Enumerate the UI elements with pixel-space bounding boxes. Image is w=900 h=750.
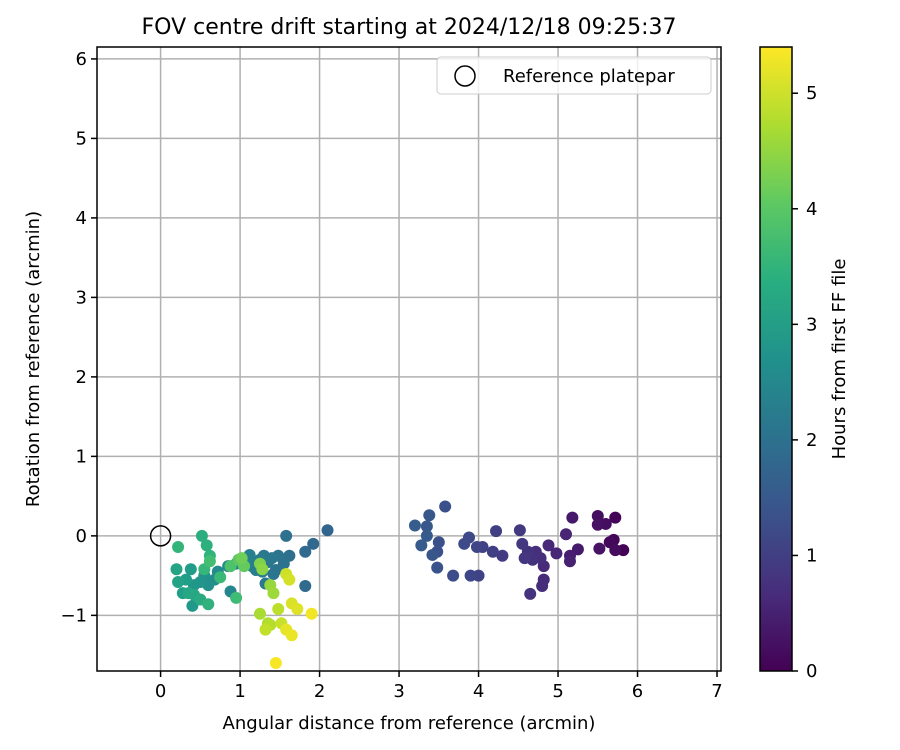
legend-label: Reference platepar <box>503 66 675 87</box>
data-point <box>170 563 183 576</box>
data-point <box>458 537 471 550</box>
data-point <box>486 545 499 558</box>
data-point <box>518 552 531 565</box>
y-tick-label: 0 <box>76 526 87 547</box>
data-point <box>285 629 298 642</box>
data-point <box>267 587 280 600</box>
x-tick-label: 4 <box>473 681 484 702</box>
y-tick-label: 3 <box>76 287 87 308</box>
x-tick-label: 7 <box>711 681 722 702</box>
data-point <box>307 537 320 550</box>
y-tick-label: −1 <box>60 605 87 626</box>
data-point <box>431 561 444 574</box>
data-point <box>305 607 318 620</box>
colorbar-tick-label: 3 <box>806 314 817 335</box>
data-point <box>420 520 433 533</box>
data-point <box>563 555 576 568</box>
data-point <box>524 587 537 600</box>
data-point <box>609 544 622 557</box>
data-point <box>235 552 248 565</box>
colorbar-label: Hours from first FF file <box>829 259 850 460</box>
data-point <box>423 509 436 522</box>
data-point <box>408 519 421 532</box>
chart-title: FOV centre drift starting at 2024/12/18 … <box>142 15 677 40</box>
data-point <box>591 518 604 531</box>
reference-marker-group <box>149 525 172 547</box>
y-axis-label: Rotation from reference (arcmin) <box>23 211 44 507</box>
data-point <box>591 509 604 522</box>
y-axis-ticks: −1 0 1 2 3 4 5 6 <box>60 49 97 626</box>
x-tick-label: 2 <box>314 681 325 702</box>
legend-reference-marker <box>454 65 476 87</box>
data-point <box>280 529 293 542</box>
data-point <box>566 511 579 524</box>
data-point <box>426 548 439 561</box>
data-point <box>464 569 477 582</box>
data-point <box>253 607 266 620</box>
data-point <box>496 549 509 562</box>
colorbar-tick-label: 1 <box>806 545 817 566</box>
data-point <box>490 525 503 538</box>
data-point <box>559 528 572 541</box>
data-point <box>172 540 185 553</box>
data-point <box>321 524 334 537</box>
data-point <box>513 524 526 537</box>
data-point <box>439 500 452 513</box>
x-axis-label: Angular distance from reference (arcmin) <box>223 713 596 734</box>
data-point <box>200 539 213 552</box>
colorbar-tick-label: 0 <box>806 661 817 682</box>
colorbar-tick-label: 4 <box>806 199 817 220</box>
data-point <box>447 569 460 582</box>
y-tick-label: 1 <box>76 446 87 467</box>
y-tick-label: 4 <box>76 208 87 229</box>
data-points <box>170 500 630 670</box>
colorbar <box>759 46 793 672</box>
data-point <box>609 511 622 524</box>
x-tick-label: 3 <box>393 681 404 702</box>
colorbar-tick-label: 5 <box>806 83 817 104</box>
data-point <box>542 539 555 552</box>
data-point <box>214 571 227 584</box>
data-point <box>256 563 269 576</box>
data-point <box>230 591 243 604</box>
y-tick-label: 6 <box>76 49 87 70</box>
legend-box <box>436 56 712 95</box>
x-tick-label: 6 <box>632 681 643 702</box>
data-point <box>536 579 549 592</box>
data-point <box>195 529 208 542</box>
data-point <box>593 542 606 555</box>
data-point <box>269 657 282 670</box>
data-point <box>172 575 185 588</box>
data-point <box>415 539 428 552</box>
reference-platepar-marker <box>149 525 172 547</box>
data-point <box>550 547 563 560</box>
legend: Reference platepar <box>436 56 712 95</box>
data-point <box>259 623 272 636</box>
y-tick-label: 5 <box>76 128 87 149</box>
axes-frame <box>96 46 722 672</box>
data-point <box>202 598 215 611</box>
data-point <box>516 537 529 550</box>
colorbar-ticks: 0 1 2 3 4 5 <box>792 83 817 682</box>
x-axis-ticks: 0 1 2 3 4 5 6 7 <box>155 671 723 702</box>
data-point <box>470 540 483 553</box>
colorbar-tick-label: 2 <box>806 430 817 451</box>
x-tick-label: 0 <box>155 681 166 702</box>
x-tick-label: 5 <box>552 681 563 702</box>
data-point <box>432 536 445 549</box>
data-point <box>291 602 304 615</box>
data-point <box>267 568 280 581</box>
y-tick-label: 2 <box>76 367 87 388</box>
data-point <box>272 602 285 615</box>
data-point <box>420 529 433 542</box>
data-point <box>299 545 312 558</box>
data-point <box>299 579 312 592</box>
data-point <box>203 555 216 568</box>
x-tick-label: 1 <box>234 681 245 702</box>
data-point <box>283 573 296 586</box>
data-point <box>184 563 197 576</box>
